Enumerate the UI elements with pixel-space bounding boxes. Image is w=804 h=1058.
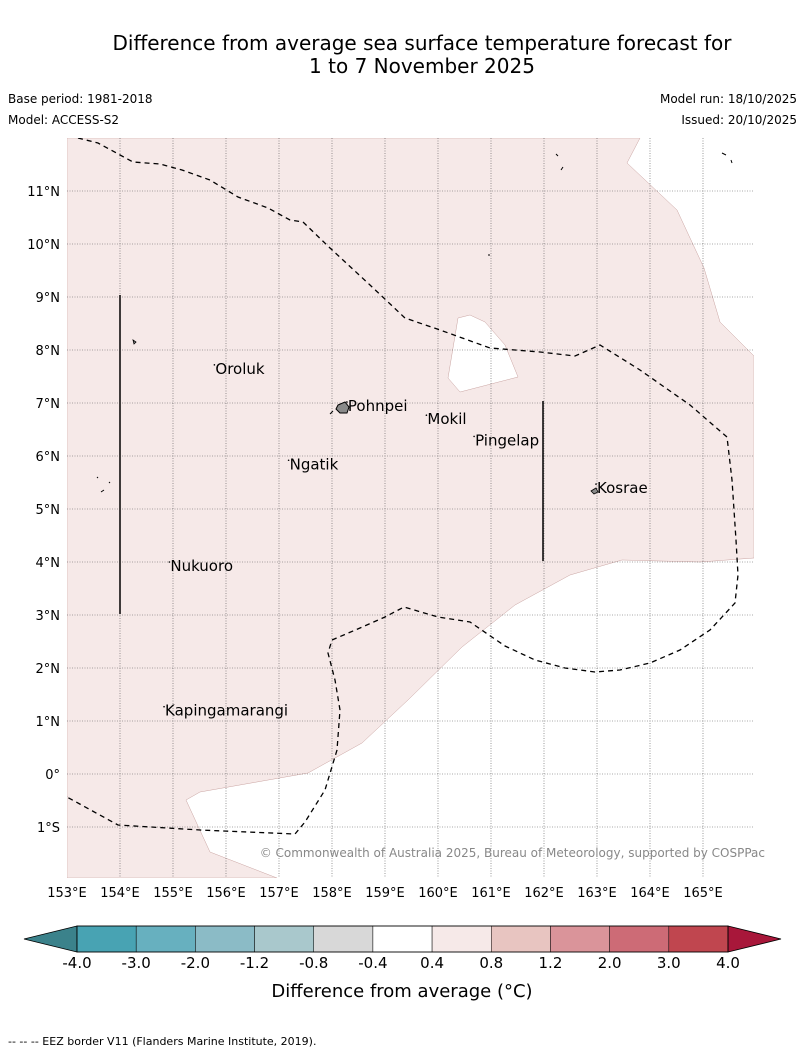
colorbar-tick: 4.0: [716, 954, 740, 972]
colorbar-over-arrow: [727, 925, 782, 953]
colorbar-segment: [550, 925, 610, 953]
model-name: Model: ACCESS-S2: [8, 113, 120, 127]
colorbar-tick: 0.8: [479, 954, 503, 972]
place-label: Nukuoro: [170, 557, 233, 575]
latitude-label: 1°S: [37, 821, 60, 836]
colorbar-tick: -0.8: [299, 954, 328, 972]
latitude-label: 3°N: [36, 609, 61, 624]
longitude-label: 163°E: [577, 886, 617, 901]
longitude-label: 158°E: [312, 886, 352, 901]
eez-borders: [67, 138, 739, 835]
base-period: Base period: 1981-2018: [8, 92, 153, 106]
latitude-label: 5°N: [36, 503, 61, 518]
title-line-2: 1 to 7 November 2025: [309, 54, 535, 78]
place-marker: [346, 401, 348, 403]
latitude-label: 6°N: [36, 450, 61, 465]
pohnpei-island: [335, 401, 350, 414]
place-label: Mokil: [427, 410, 466, 428]
place-marker: [213, 364, 216, 366]
longitude-label: 154°E: [100, 886, 140, 901]
title-line-1: Difference from average sea surface temp…: [112, 31, 732, 55]
neutral-patch: [447, 314, 519, 393]
latitude-label: 11°N: [27, 185, 60, 200]
colorbar-segment: [431, 925, 492, 953]
copyright-text: © Commonwealth of Australia 2025, Bureau…: [260, 846, 765, 860]
place-label: Kosrae: [597, 479, 648, 497]
colorbar-tick: -0.4: [358, 954, 387, 972]
colorbar-segment: [135, 925, 196, 953]
place-label: Kapingamarangi: [165, 702, 288, 720]
colorbar-under-arrow: [23, 925, 78, 953]
latitude-labels: 11°N 10°N 9°N 8°N 7°N 6°N 5°N 4°N 3°N 2°N 1°N 0° 1°S: [27, 185, 60, 836]
latitude-label: 7°N: [36, 397, 61, 412]
longitude-label: 153°E: [47, 886, 87, 901]
colorbar-segments: [76, 925, 729, 953]
map-title: Difference from average sea surface temp…: [60, 32, 784, 78]
colorbar-tick: 2.0: [598, 954, 622, 972]
colorbar-segment: [313, 925, 374, 953]
issued-date: Issued: 20/10/2025: [681, 113, 797, 127]
longitude-label: 159°E: [365, 886, 405, 901]
colorbar-tick: 3.0: [657, 954, 681, 972]
model-run: Model run: 18/10/2025: [659, 92, 797, 106]
colorbar-tick: -2.0: [181, 954, 210, 972]
longitude-label: 165°E: [683, 886, 723, 901]
eez-border-north: [67, 138, 739, 835]
latitude-label: 9°N: [36, 291, 61, 306]
colorbar-tick: 1.2: [539, 954, 563, 972]
place-label: Pingelap: [475, 431, 539, 449]
latitude-label: 4°N: [36, 556, 61, 571]
longitude-label: 160°E: [418, 886, 458, 901]
latitude-label: 0°: [45, 768, 60, 783]
place-marker: [425, 414, 428, 417]
latitude-label: 1°N: [36, 715, 61, 730]
place-label: Ngatik: [290, 455, 339, 473]
colorbar-segment: [372, 925, 433, 953]
atoll-west: [132, 339, 137, 345]
warm-anomaly-region: [67, 138, 754, 878]
longitude-label: 155°E: [153, 886, 193, 901]
eez-footnote: -- -- -- EEZ border V11 (Flanders Marine…: [8, 1035, 317, 1048]
colorbar-segment: [195, 925, 255, 953]
place-marker: [168, 561, 171, 563]
colorbar-tick: -3.0: [122, 954, 151, 972]
colorbar-frame: [76, 925, 729, 953]
latitude-label: 2°N: [36, 662, 61, 677]
longitude-label: 157°E: [259, 886, 299, 901]
longitude-label: 156°E: [206, 886, 246, 901]
longitude-label: 164°E: [630, 886, 670, 901]
place-marker: [163, 705, 165, 708]
place-marker: [287, 459, 290, 462]
longitude-labels: 153°E 154°E 155°E 156°E 157°E 158°E 159°E 160°E…: [47, 886, 723, 901]
place-labels: Oroluk Pohnpei Mokil Pingelap Ngatik Kosrae Nu…: [163, 360, 648, 720]
colorbar-segment: [668, 925, 729, 953]
colorbar-tick: 0.4: [420, 954, 444, 972]
latitude-label: 10°N: [27, 238, 60, 253]
place-label: Oroluk: [215, 360, 264, 378]
colorbar-tick: -1.2: [240, 954, 269, 972]
longitude-label: 161°E: [471, 886, 511, 901]
colorbar-tick-labels: -4.0 -3.0 -2.0 -1.2 -0.8 -0.4 0.4 0.8 1.2 2.0 3.0 4…: [62, 954, 740, 972]
colorbar: -4.0 -3.0 -2.0 -1.2 -0.8 -0.4 0.4 0.8 1.2 2.0 3.0 4…: [23, 925, 782, 1002]
eez-border-west: [67, 796, 68, 797]
longitude-label: 162°E: [524, 886, 564, 901]
place-marker: [473, 435, 475, 438]
colorbar-label: Difference from average (°C): [271, 981, 532, 1002]
colorbar-segment: [254, 925, 314, 953]
place-marker: [595, 483, 597, 485]
atoll-marks: [96, 152, 733, 493]
place-label: Pohnpei: [348, 397, 408, 415]
colorbar-segment: [76, 925, 137, 953]
kosrae-island: [590, 487, 599, 495]
colorbar-segment: [491, 925, 551, 953]
colorbar-tick: -4.0: [62, 954, 91, 972]
colorbar-segment: [609, 925, 670, 953]
latitude-label: 8°N: [36, 344, 61, 359]
